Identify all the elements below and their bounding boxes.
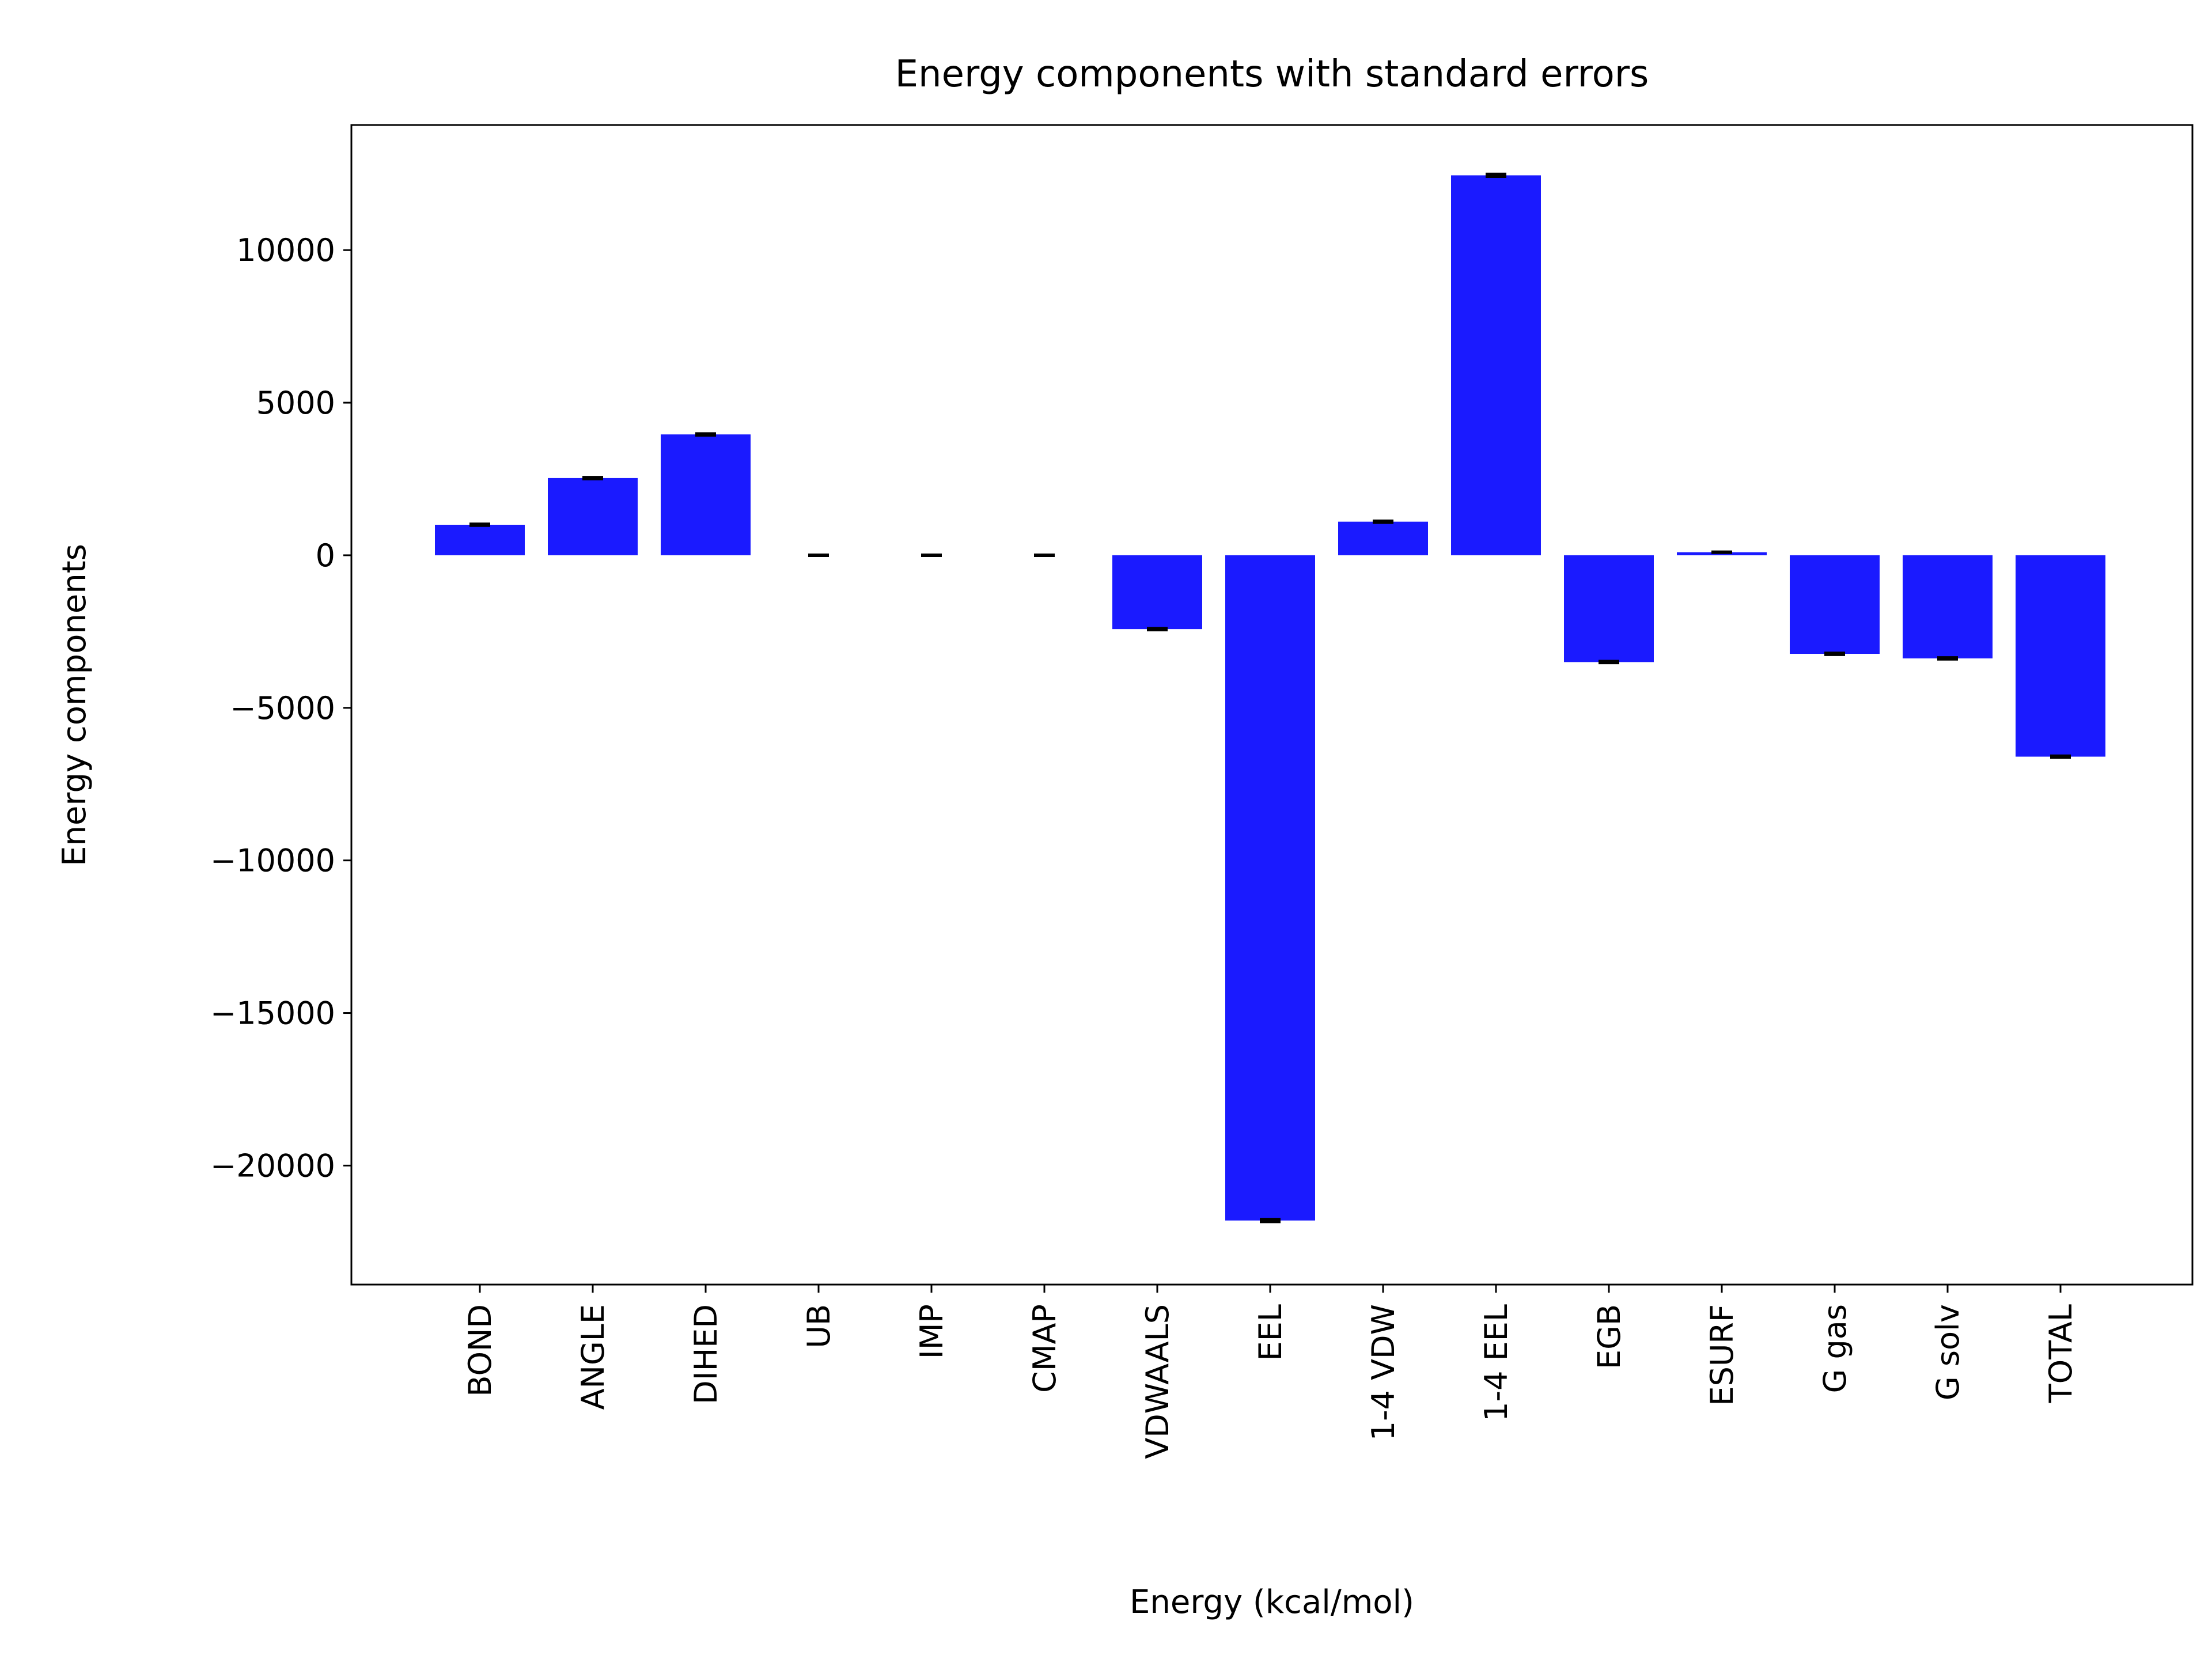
- y-tick-label: −15000: [210, 995, 335, 1032]
- x-tick-label-total: TOTAL: [2043, 1304, 2079, 1403]
- x-tick-label-g-gas: G gas: [1817, 1304, 1853, 1393]
- x-tick-label-cmap: CMAP: [1027, 1304, 1063, 1393]
- error-bar-dihed: [695, 434, 716, 435]
- y-tick-label: 10000: [236, 232, 335, 268]
- bar-vdwaals: [1112, 555, 1202, 629]
- bar-g-gas: [1790, 555, 1880, 654]
- error-bar-eel: [1260, 1219, 1281, 1222]
- bar-egb: [1564, 555, 1654, 662]
- bar-bond: [435, 525, 525, 555]
- x-tick-label-bond: BOND: [462, 1304, 498, 1397]
- error-bar-g-gas: [1824, 653, 1845, 655]
- error-bar-egb: [1599, 661, 1619, 663]
- error-bar-angle: [582, 478, 603, 479]
- error-bar-total: [2050, 756, 2071, 757]
- bar-total: [2016, 555, 2105, 757]
- bar-eel: [1225, 555, 1315, 1221]
- x-tick-label-ub: UB: [801, 1304, 837, 1349]
- bar-g-solv: [1903, 555, 1993, 658]
- x-tick-label-1-4-vdw: 1-4 VDW: [1365, 1304, 1402, 1441]
- error-bar-1-4-eel: [1486, 174, 1506, 176]
- x-tick-label-1-4-eel: 1-4 EEL: [1478, 1304, 1514, 1422]
- x-tick-label-angle: ANGLE: [575, 1304, 611, 1410]
- y-tick-label: −10000: [210, 843, 335, 879]
- x-tick-label-dihed: DIHED: [688, 1304, 724, 1404]
- x-tick-label-g-solv: G solv: [1930, 1304, 1966, 1400]
- bar-1-4-eel: [1451, 175, 1541, 555]
- y-tick-label: 0: [316, 537, 335, 574]
- x-tick-label-imp: IMP: [914, 1304, 950, 1359]
- bar-1-4-vdw: [1338, 522, 1428, 555]
- x-tick-label-vdwaals: VDWAALS: [1139, 1304, 1176, 1459]
- x-tick-label-esurf: ESURF: [1704, 1304, 1740, 1406]
- y-tick-label: −5000: [230, 690, 335, 726]
- x-tick-label-egb: EGB: [1591, 1304, 1627, 1369]
- x-tick-label-eel: EEL: [1252, 1304, 1289, 1361]
- y-tick-label: 5000: [256, 385, 335, 421]
- error-bar-g-solv: [1937, 658, 1958, 660]
- bar-angle: [548, 478, 638, 555]
- y-tick-label: −20000: [210, 1147, 335, 1184]
- y-axis-label: Energy components: [56, 544, 93, 866]
- bar-dihed: [661, 434, 751, 555]
- chart-title: Energy components with standard errors: [895, 53, 1649, 96]
- x-axis-label: Energy (kcal/mol): [1130, 1584, 1414, 1621]
- error-bar-vdwaals: [1147, 628, 1168, 630]
- error-bar-bond: [469, 524, 490, 526]
- error-bar-1-4-vdw: [1373, 521, 1393, 522]
